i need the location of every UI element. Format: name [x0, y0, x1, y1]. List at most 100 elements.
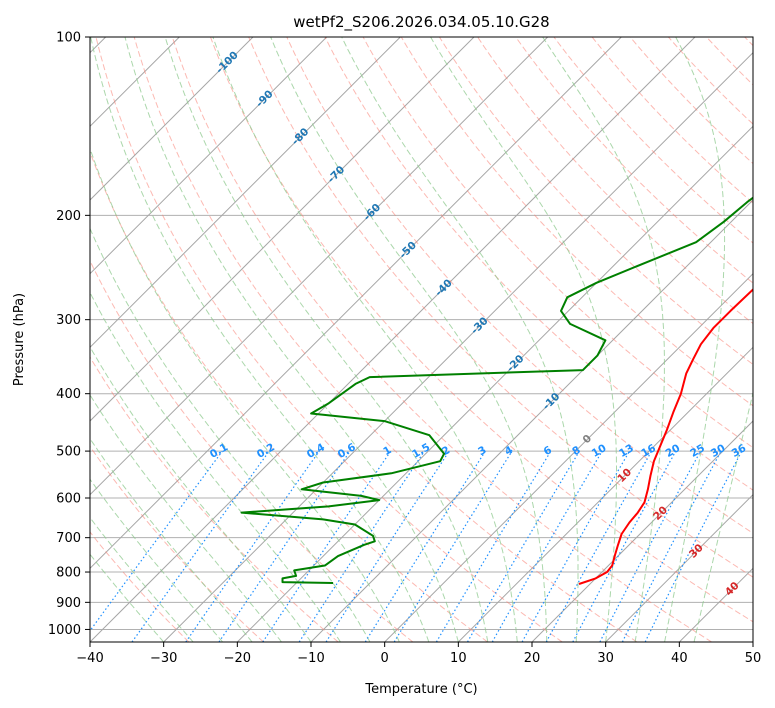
- mixing-ratio-label: 0.1: [208, 441, 230, 461]
- mixing-ratio-line: [90, 450, 223, 632]
- y-tick-label: 300: [56, 313, 81, 328]
- mixing-ratio-line: [393, 450, 513, 642]
- mixing-ratio-line: [364, 450, 486, 642]
- isotherm-line: [605, 493, 753, 642]
- moist-adiabat-line: [90, 37, 430, 642]
- dry-adiabat-line: [90, 531, 190, 642]
- mixing-ratio-label: 20: [664, 442, 683, 460]
- moist-adiabat-line: [90, 478, 223, 642]
- moist-adiabat-line: [664, 37, 726, 642]
- x-tick-label: 30: [597, 651, 614, 666]
- y-tick-label: 200: [56, 209, 81, 224]
- dry-adiabat-line: [438, 37, 753, 365]
- moist-adiabat-line: [90, 516, 194, 642]
- mixing-ratio-line: [435, 450, 552, 642]
- mixing-ratio-label: 36: [730, 442, 749, 460]
- x-tick-label: −30: [150, 651, 177, 666]
- dry-adiabat-line: [324, 37, 753, 491]
- x-tick-label: 50: [745, 651, 762, 666]
- moist-adiabat-line: [430, 37, 617, 642]
- temperature-profile-line: [578, 288, 753, 585]
- moist-adiabat-line: [164, 37, 489, 642]
- isotherm-line: [90, 37, 401, 349]
- dry-adiabat-line: [90, 445, 264, 642]
- moist-adiabat-line: [90, 147, 400, 642]
- isotherm-line: [236, 125, 753, 642]
- moist-adiabat-line: [90, 345, 312, 642]
- moist-adiabat-line: [341, 37, 579, 642]
- y-tick-label: 500: [56, 445, 81, 460]
- moist-adiabat-line: [212, 37, 518, 642]
- isotherm-line: [90, 37, 328, 275]
- dry-adiabat-line: [706, 37, 753, 86]
- dry-adiabat-line: [286, 37, 753, 534]
- mixing-ratio-line: [572, 450, 677, 642]
- x-axis: −40 −30 −20 −10 0 10 20 30 40 50: [76, 642, 761, 666]
- mixing-ratio-label: 0.4: [305, 441, 327, 461]
- y-axis-label: Pressure (hPa): [12, 293, 27, 386]
- mixing-ratio-label: 10: [590, 442, 609, 460]
- isotherm-line: [90, 37, 475, 422]
- moist-adiabat-line: [542, 37, 665, 642]
- mixing-ratio-label: 30: [709, 442, 728, 460]
- mixing-ratio-line: [545, 450, 653, 642]
- dry-adiabat-line: [744, 37, 753, 47]
- y-tick-label: 1000: [48, 623, 81, 638]
- mixing-ratio-line: [185, 450, 320, 642]
- mixing-ratio-line: [262, 450, 392, 642]
- dry-adiabat-line: [629, 37, 753, 165]
- moist-adiabat-line: [270, 37, 548, 642]
- profiles: [240, 196, 753, 585]
- moist-adiabat-line: [90, 553, 165, 642]
- dry-adiabat-line: [400, 37, 753, 407]
- isotherm-line: [90, 37, 549, 496]
- mixing-ratio-line: [131, 450, 270, 642]
- x-tick-label: 40: [671, 651, 688, 666]
- dry-adiabat-line: [362, 37, 753, 449]
- moist-adiabat-line: [90, 437, 253, 642]
- isotherm-line: [752, 641, 753, 642]
- x-axis-label: Temperature (°C): [364, 682, 477, 697]
- y-axis: 100 200 300 400 500 600 700 800 900 1000: [48, 31, 90, 638]
- chart-title: wetPf2_S206.2026.034.05.10.G28: [293, 13, 549, 32]
- x-tick-label: −20: [224, 651, 251, 666]
- mixing-ratio-line: [218, 450, 351, 642]
- mixing-ratio-line: [491, 450, 603, 642]
- dry-adiabat-line: [553, 37, 753, 244]
- mixing-ratio-line: [466, 450, 580, 642]
- y-tick-label: 400: [56, 387, 81, 402]
- dewpoint-profile-line: [240, 196, 753, 584]
- dry-adiabat-line: [477, 37, 753, 325]
- moist-adiabat-line: [90, 227, 371, 642]
- y-tick-label: 700: [56, 531, 81, 546]
- moist-adiabat-line: [693, 390, 753, 642]
- moist-adiabat-line: [90, 394, 282, 642]
- x-tick-label: 20: [524, 651, 541, 666]
- y-tick-label: 600: [56, 492, 81, 507]
- x-tick-label: −40: [76, 651, 103, 666]
- x-tick-label: −10: [297, 651, 324, 666]
- isotherm-line: [90, 37, 696, 642]
- plot-frame: [89, 36, 754, 643]
- dry-adiabat-line: [668, 37, 753, 125]
- y-tick-label: 900: [56, 596, 81, 611]
- isotherm-line: [384, 272, 753, 642]
- mixing-ratio-label: 1.5: [410, 441, 432, 461]
- dry-adiabat-line: [248, 37, 753, 578]
- x-tick-label: 10: [450, 651, 467, 666]
- mixing-ratio-label: 13: [617, 442, 636, 460]
- moist-adiabat-line: [124, 37, 459, 642]
- mixing-ratio-line: [325, 450, 450, 642]
- dry-adiabat-line: [591, 37, 753, 204]
- mixing-ratio-line: [521, 450, 631, 642]
- y-tick-label: 800: [56, 566, 81, 581]
- isotherm-line: [531, 420, 753, 642]
- isotherm-line: [90, 37, 622, 570]
- y-tick-label: 100: [56, 31, 81, 46]
- background-lines: [90, 37, 753, 642]
- isotherm-line: [457, 346, 753, 642]
- mixing-ratio-label: 25: [688, 442, 707, 460]
- dry-adiabat-line: [133, 37, 638, 642]
- dry-adiabat-line: [90, 150, 488, 642]
